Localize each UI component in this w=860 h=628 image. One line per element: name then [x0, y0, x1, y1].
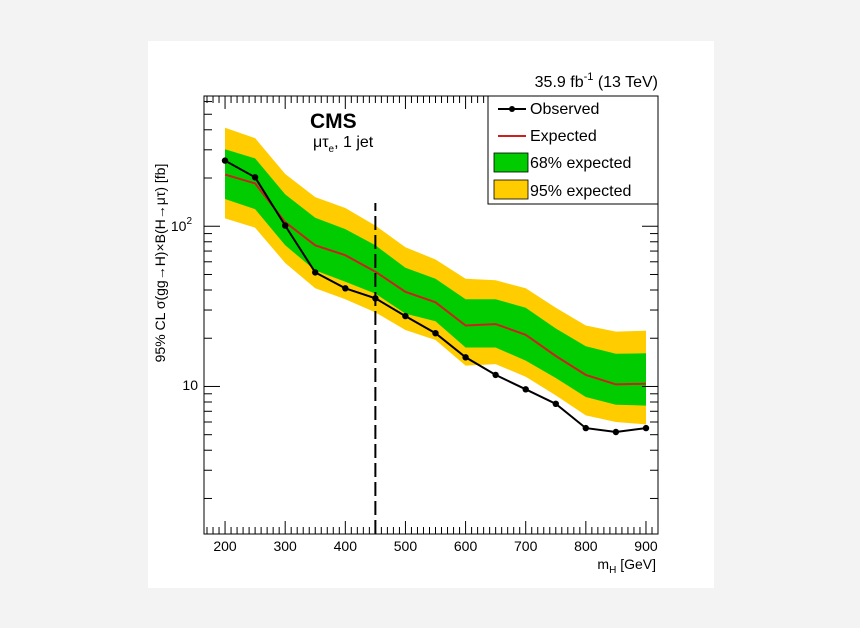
lines-layer	[221, 157, 650, 534]
x-tick-label: 600	[454, 538, 478, 554]
observed-point	[522, 386, 529, 393]
expected-line	[224, 173, 647, 386]
x-tick-label: 800	[574, 538, 598, 554]
x-tick-label: 400	[334, 538, 358, 554]
lumi-label: 35.9 fb-1 (13 TeV)	[535, 71, 658, 91]
observed-point	[342, 285, 349, 292]
x-axis-title: mH [GeV]	[597, 556, 656, 576]
observed-point	[612, 428, 620, 436]
plot-frame	[203, 95, 659, 535]
limit-plot: 200 300 400 500 600 700 800 900 35.9 fb-1 (13 T…	[152, 71, 659, 576]
legend-band95-label: 95% expected	[530, 183, 631, 200]
legend-band68-label: 68% expected	[530, 155, 631, 172]
channel-label: μτe, 1 jet	[313, 134, 374, 155]
observed-point	[221, 157, 229, 164]
y-tick-label-10: 10	[182, 377, 198, 393]
observed-point	[432, 330, 439, 337]
legend-observed-marker	[509, 106, 515, 112]
x-tick-label: 900	[634, 538, 658, 554]
band-68-expected	[225, 149, 646, 406]
y-axis-title: 95% CL σ(gg→H)×B(H→μτ) [fb]	[152, 164, 168, 363]
observed-point	[492, 371, 499, 379]
legend-band95-swatch	[493, 179, 529, 200]
observed-point	[251, 174, 259, 181]
x-tick-label: 500	[394, 538, 418, 554]
legend-expected-label: Expected	[530, 128, 597, 145]
observed-point	[282, 222, 289, 229]
legend: Observed Expected 68% expected 95% expec…	[487, 95, 659, 205]
cms-label: CMS	[310, 110, 357, 133]
observed-point	[642, 424, 650, 432]
observed-point	[552, 400, 559, 407]
chart-canvas: 200 300 400 500 600 700 800 900 35.9 fb-1 (13 T…	[148, 41, 714, 588]
bands-layer	[225, 127, 646, 425]
legend-observed-label: Observed	[530, 101, 599, 118]
observed-point	[312, 269, 319, 276]
x-tick-label: 300	[273, 538, 297, 554]
observed-point	[582, 424, 589, 432]
legend-band68-swatch	[493, 152, 529, 173]
observed-point	[462, 354, 469, 361]
x-tick-label: 200	[213, 538, 237, 554]
y-tick-label-100: 102	[171, 216, 193, 234]
observed-point	[402, 312, 409, 320]
x-tick-label: 700	[514, 538, 538, 554]
